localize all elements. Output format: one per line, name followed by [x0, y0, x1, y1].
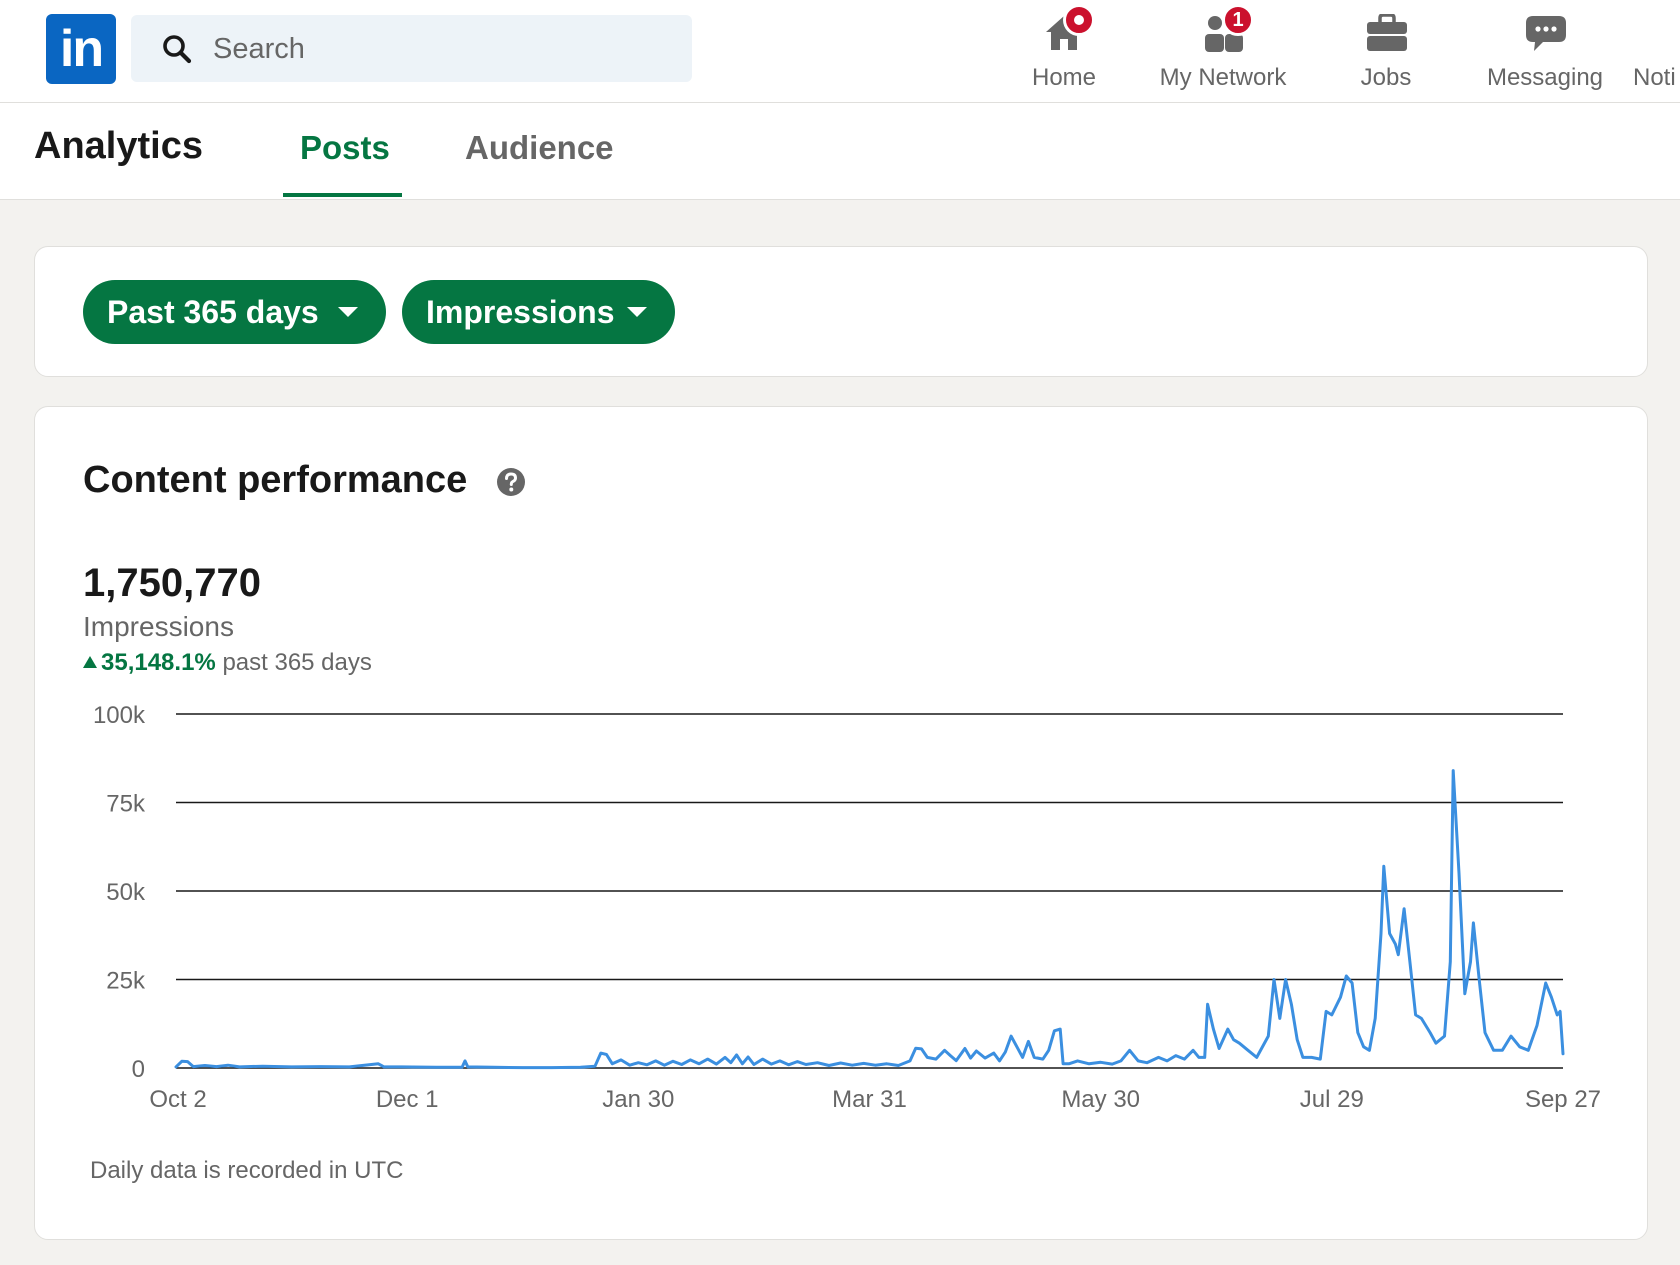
- nav-my-network-label: My Network: [1159, 64, 1287, 91]
- x-tick-label: May 30: [1061, 1086, 1140, 1113]
- x-tick-label: Jan 30: [602, 1086, 674, 1113]
- search-box[interactable]: [131, 15, 692, 84]
- help-icon[interactable]: [496, 467, 526, 497]
- metric-dropdown[interactable]: Impressions: [402, 280, 675, 344]
- network-count-badge: 1: [1222, 4, 1254, 36]
- change-period: past 365 days: [222, 649, 372, 676]
- nav-jobs[interactable]: Jobs: [1350, 6, 1422, 96]
- search-input[interactable]: [211, 15, 675, 84]
- footnote: Daily data is recorded in UTC: [90, 1157, 404, 1184]
- y-tick-label: 25k: [106, 968, 146, 995]
- change-row: 35,148.1% past 365 days: [83, 649, 372, 677]
- linkedin-logo[interactable]: in: [46, 14, 116, 84]
- nav-notifications[interactable]: Noti: [1633, 6, 1680, 96]
- nav-jobs-label: Jobs: [1360, 64, 1412, 91]
- impressions-series-line: [174, 769, 1565, 1070]
- section-title: Content performance: [83, 459, 468, 501]
- filter-card: Past 365 days Impressions: [34, 246, 1648, 377]
- metric-dropdown-label: Impressions: [426, 294, 615, 330]
- x-tick-label: Dec 1: [376, 1086, 439, 1113]
- chat-icon: [1526, 16, 1566, 51]
- y-tick-label: 0: [132, 1056, 145, 1083]
- content-performance-card: Content performance 1,750,770 Impression…: [34, 406, 1648, 1240]
- date-range-dropdown[interactable]: Past 365 days: [83, 280, 386, 344]
- nav-home-label: Home: [1031, 64, 1097, 91]
- page-title: Analytics: [34, 125, 203, 167]
- caret-down-icon: [627, 307, 647, 317]
- x-tick-label: Oct 2: [149, 1086, 206, 1113]
- x-tick-label: Mar 31: [832, 1086, 907, 1113]
- tab-posts[interactable]: Posts: [300, 129, 390, 166]
- nav-my-network[interactable]: 1 My Network: [1153, 4, 1293, 96]
- nav-home[interactable]: Home: [1023, 4, 1105, 96]
- search-icon: [163, 35, 192, 64]
- nav-messaging-label: Messaging: [1486, 64, 1604, 91]
- total-impressions-value: 1,750,770: [83, 561, 261, 605]
- change-percent: 35,148.1%: [101, 649, 216, 676]
- x-tick-label: Sep 27: [1525, 1086, 1601, 1113]
- y-tick-label: 75k: [106, 791, 146, 818]
- analytics-tabbar: Analytics Posts Audience: [0, 103, 1680, 200]
- nav-notifications-label: Noti: [1633, 64, 1676, 91]
- caret-down-icon: [338, 307, 358, 317]
- notification-dot: [1063, 4, 1095, 36]
- date-range-label: Past 365 days: [107, 294, 319, 330]
- briefcase-icon: [1367, 14, 1407, 51]
- x-tick-label: Jul 29: [1300, 1086, 1364, 1113]
- trend-up-icon: [83, 656, 97, 668]
- nav-messaging[interactable]: Messaging: [1483, 6, 1607, 96]
- y-tick-label: 50k: [106, 879, 146, 906]
- active-tab-indicator: [283, 193, 402, 197]
- metric-label: Impressions: [83, 611, 234, 642]
- y-tick-label: 100k: [93, 702, 146, 729]
- top-nav: in Home 1 My Network: [0, 0, 1680, 103]
- tab-audience[interactable]: Audience: [465, 129, 614, 166]
